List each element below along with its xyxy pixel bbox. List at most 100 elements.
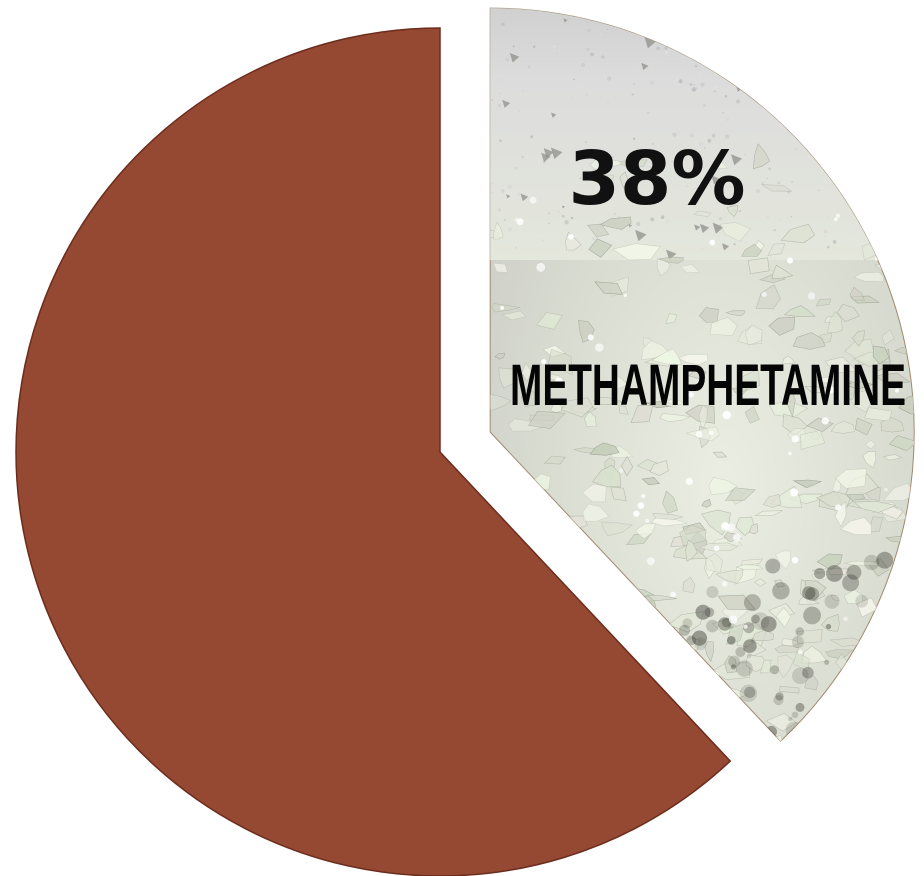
texture-speck: [491, 99, 494, 101]
texture-crystal: [744, 405, 760, 424]
texture-speck: [865, 21, 870, 26]
texture-flake: [699, 223, 710, 234]
texture-crystal: [634, 523, 657, 540]
texture-speck: [792, 60, 795, 62]
texture-glint: [833, 217, 838, 222]
texture-speck: [672, 132, 677, 137]
texture-crystal: [768, 400, 809, 418]
texture-speck: [521, 90, 525, 93]
texture-shadow: [857, 682, 873, 698]
texture-crystal: [520, 387, 537, 407]
texture-speck: [497, 103, 502, 107]
texture-speck: [606, 101, 610, 105]
texture-speck: [799, 29, 802, 32]
texture-speck: [556, 52, 558, 55]
texture-speck: [897, 193, 901, 197]
texture-crystal: [882, 454, 903, 461]
texture-crystal: [856, 597, 878, 618]
texture-shadow: [803, 606, 821, 625]
texture-crystal: [796, 629, 823, 644]
texture-glint: [685, 477, 693, 486]
texture-crystal: [708, 477, 738, 496]
texture-speck: [827, 35, 832, 40]
texture-shadow: [802, 586, 816, 600]
texture-speck: [812, 224, 815, 227]
texture-crystal: [581, 483, 607, 503]
texture-shadow: [907, 670, 914, 677]
texture-speck: [664, 50, 669, 55]
texture-crystal: [588, 238, 613, 258]
texture-glint: [743, 624, 748, 629]
texture-shadow: [704, 607, 715, 618]
texture-crystal: [883, 483, 915, 501]
texture-speck: [686, 185, 689, 188]
texture-crystal: [651, 348, 683, 365]
texture-speck: [739, 209, 741, 212]
texture-glint: [895, 388, 899, 393]
texture-crystal: [898, 393, 915, 415]
labels-layer: 38% METHAMPHETAMINE: [510, 136, 906, 418]
texture-speck: [823, 229, 828, 234]
texture-crystal: [786, 385, 796, 418]
texture-speck: [703, 147, 706, 150]
texture-shadow: [802, 666, 814, 679]
texture-speck: [636, 221, 641, 227]
texture-speck: [827, 217, 830, 219]
texture-speck: [579, 177, 581, 180]
texture-crystal: [593, 396, 623, 405]
texture-speck: [869, 105, 872, 108]
texture-glint: [595, 343, 604, 352]
texture-speck: [768, 167, 771, 171]
slice-value-label: 38%: [568, 136, 745, 222]
texture-crystal: [668, 662, 699, 691]
texture-shadow: [795, 702, 805, 712]
texture-shadow: [727, 636, 736, 645]
texture-speck: [503, 218, 507, 222]
texture-flake: [712, 222, 724, 234]
texture-crystal: [898, 220, 913, 228]
texture-flake: [509, 52, 520, 63]
texture-speck: [649, 80, 654, 85]
texture-speck: [576, 86, 580, 89]
texture-crystal: [851, 330, 865, 347]
texture-shadow: [678, 624, 691, 636]
texture-crystal: [777, 654, 794, 678]
texture-crystal: [641, 477, 661, 486]
texture-speck: [587, 28, 591, 32]
texture-crystal: [560, 397, 594, 418]
texture-crystal: [862, 648, 871, 668]
texture-speck: [620, 24, 624, 27]
texture-crystal: [545, 536, 565, 554]
texture-crystal: [810, 570, 834, 582]
texture-shadow: [814, 568, 826, 580]
texture-speck: [656, 46, 660, 51]
texture-shadow: [855, 594, 869, 608]
texture-crystal: [890, 692, 915, 716]
texture-speck: [847, 191, 850, 194]
texture-crystal: [759, 659, 772, 674]
texture-crystal: [601, 521, 634, 537]
texture-speck: [875, 114, 879, 118]
texture-crystal: [834, 468, 867, 489]
texture-speck: [565, 34, 567, 37]
texture-speck: [902, 139, 905, 143]
texture-crystal: [536, 312, 563, 330]
texture-crystal: [836, 303, 860, 322]
texture-crystal: [731, 386, 749, 396]
texture-crystal: [891, 596, 915, 618]
texture-crystal: [775, 607, 792, 629]
texture-speck: [904, 26, 908, 29]
texture-glint: [516, 218, 524, 226]
texture-shadow: [824, 594, 840, 609]
texture-speck: [804, 19, 809, 23]
texture-crystal: [894, 659, 908, 672]
texture-crystal: [824, 649, 853, 660]
texture-speck: [724, 32, 730, 37]
texture-shadow: [750, 637, 755, 643]
texture-glint: [835, 504, 842, 511]
texture-shadow: [857, 684, 876, 703]
texture-speck: [564, 220, 569, 225]
texture-speck: [852, 113, 855, 116]
texture-speck: [724, 152, 729, 157]
texture-crystal: [909, 598, 915, 613]
